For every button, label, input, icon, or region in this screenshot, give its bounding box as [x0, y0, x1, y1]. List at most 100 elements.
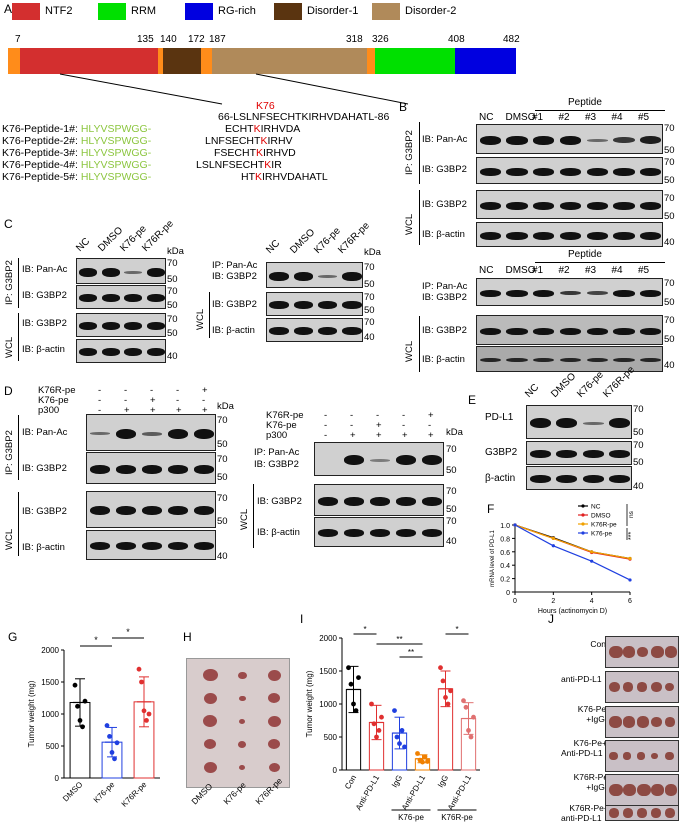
peptide-seq: HTKIRHVDAHATL — [241, 171, 328, 183]
f-ytick-label: 0 — [506, 590, 510, 597]
i-point — [376, 728, 382, 733]
peptide-seq-part: LNFSECHT — [205, 135, 261, 147]
f-point — [551, 544, 555, 548]
c-ib-panac: IB: Pan-Ac — [22, 264, 68, 275]
band — [639, 231, 662, 240]
peptide-row: K76-Peptide-2#: HLYVSPWGG- — [2, 135, 151, 147]
tumor — [651, 681, 663, 693]
band — [395, 496, 417, 506]
tumor — [204, 739, 216, 750]
band — [609, 450, 631, 458]
c-ip-label: IP: G3BP2 — [4, 260, 15, 305]
band — [369, 458, 391, 462]
g-point — [82, 698, 88, 704]
band — [639, 135, 662, 145]
d-kda-70c: 70 — [217, 493, 228, 504]
i-point — [397, 741, 402, 746]
c2-wcl-actin: IB: β-actin — [212, 325, 255, 336]
g-ytick-label: 2000 — [41, 646, 59, 655]
i-sig: * — [363, 625, 366, 634]
b-blot-wcl-actin — [476, 222, 663, 247]
c2-blot-wcl-g3bp2 — [266, 292, 363, 316]
c2-blot-wcl-actin — [266, 318, 363, 342]
peptide-seq-part: K — [255, 171, 263, 183]
tumor — [623, 646, 635, 658]
band — [146, 322, 165, 330]
i-point — [402, 744, 407, 750]
b2-lane-1: DMSO — [505, 265, 536, 276]
j-row-label-3: Anti-PD-L1 — [561, 748, 603, 758]
band — [342, 327, 362, 335]
peptide-seq-part: ECHT — [225, 123, 254, 135]
peptide-tag: HLYVSPWGG- — [80, 171, 152, 183]
peptide-seq: ECHTKIRHVDA — [225, 123, 300, 135]
d-sign: - — [402, 410, 406, 421]
d2-kda: kDa — [446, 427, 463, 438]
peptide-tag: HLYVSPWGG- — [80, 123, 152, 135]
band — [317, 327, 338, 335]
d2-kda-70a: 70 — [446, 444, 457, 455]
d2-kda-40c: 40 — [446, 536, 457, 547]
c-kda-70a: 70 — [167, 258, 178, 269]
band — [582, 421, 604, 425]
g-point — [139, 679, 144, 685]
d-sign: - — [324, 420, 328, 431]
i-point — [374, 734, 379, 740]
b2-kda-70b: 70 — [664, 315, 675, 326]
tumor — [665, 752, 674, 760]
e-row-g3bp2: G3BP2 — [485, 447, 518, 458]
d-ib-panac: IB: Pan-Ac — [22, 427, 68, 438]
wt-sequence: 66-LSLNFSECHTKIRHVDAHATL-86 — [218, 111, 389, 123]
band — [115, 542, 137, 550]
j-row-image-2 — [605, 706, 679, 738]
d-blot-wcl-actin — [86, 530, 216, 560]
b2-blot-panac — [476, 278, 663, 306]
peptide-name: K76-Peptide-3#: — [2, 147, 81, 159]
b2-blot-wcl-actin — [476, 346, 663, 372]
panel-b-label: B — [399, 100, 408, 114]
j-row-label-4: +IgG — [586, 782, 605, 792]
i-point — [471, 714, 476, 720]
peptide-name: K76-Peptide-5#: — [2, 171, 81, 183]
band — [141, 506, 163, 515]
tumor — [665, 808, 676, 818]
d-wcl-actin: IB: β-actin — [22, 542, 65, 553]
band — [167, 428, 189, 439]
b2-lane-2: #1 — [532, 265, 544, 276]
c-wcl-label: WCL — [4, 336, 15, 358]
f-legend-label: K76-pe — [591, 531, 612, 538]
d-kda-40c: 40 — [217, 551, 228, 562]
peptide-tag: HLYVSPWGG- — [80, 135, 152, 147]
band — [586, 290, 608, 296]
band — [559, 231, 582, 240]
domain-orange-linker1 — [158, 48, 163, 74]
band — [101, 294, 120, 302]
tumor — [665, 784, 677, 796]
g-point — [144, 718, 149, 723]
f-legend-marker — [581, 504, 585, 508]
band — [586, 231, 608, 240]
d-sign: - — [350, 410, 354, 421]
peptide-tag: HLYVSPWGG- — [80, 147, 152, 159]
band — [529, 450, 551, 458]
i-point — [420, 759, 425, 765]
panel-f-label: F — [487, 502, 495, 516]
c2-blot-panac — [266, 262, 363, 288]
d-ib-g3bp2: IB: G3BP2 — [22, 463, 67, 474]
c2-lane-2: K76-pe — [312, 225, 343, 256]
d2-wcl-actin: IB: β-actin — [257, 527, 300, 538]
d2-wcl-g3bp2: IB: G3BP2 — [257, 496, 302, 507]
c-kda-70b: 70 — [167, 286, 178, 297]
band — [479, 135, 502, 145]
band — [115, 506, 137, 515]
tumor — [609, 752, 618, 760]
d2-blot-wcl-actin — [314, 517, 444, 547]
j-row-label-5: K76R-Pe+ — [569, 803, 609, 813]
band — [586, 327, 608, 335]
tumor — [202, 668, 218, 682]
band — [506, 357, 528, 363]
b-peptide-header: Peptide — [568, 97, 602, 108]
peptide-row: K76-Peptide-4#: HLYVSPWGG- — [2, 159, 151, 171]
d-sign: + — [402, 430, 408, 441]
